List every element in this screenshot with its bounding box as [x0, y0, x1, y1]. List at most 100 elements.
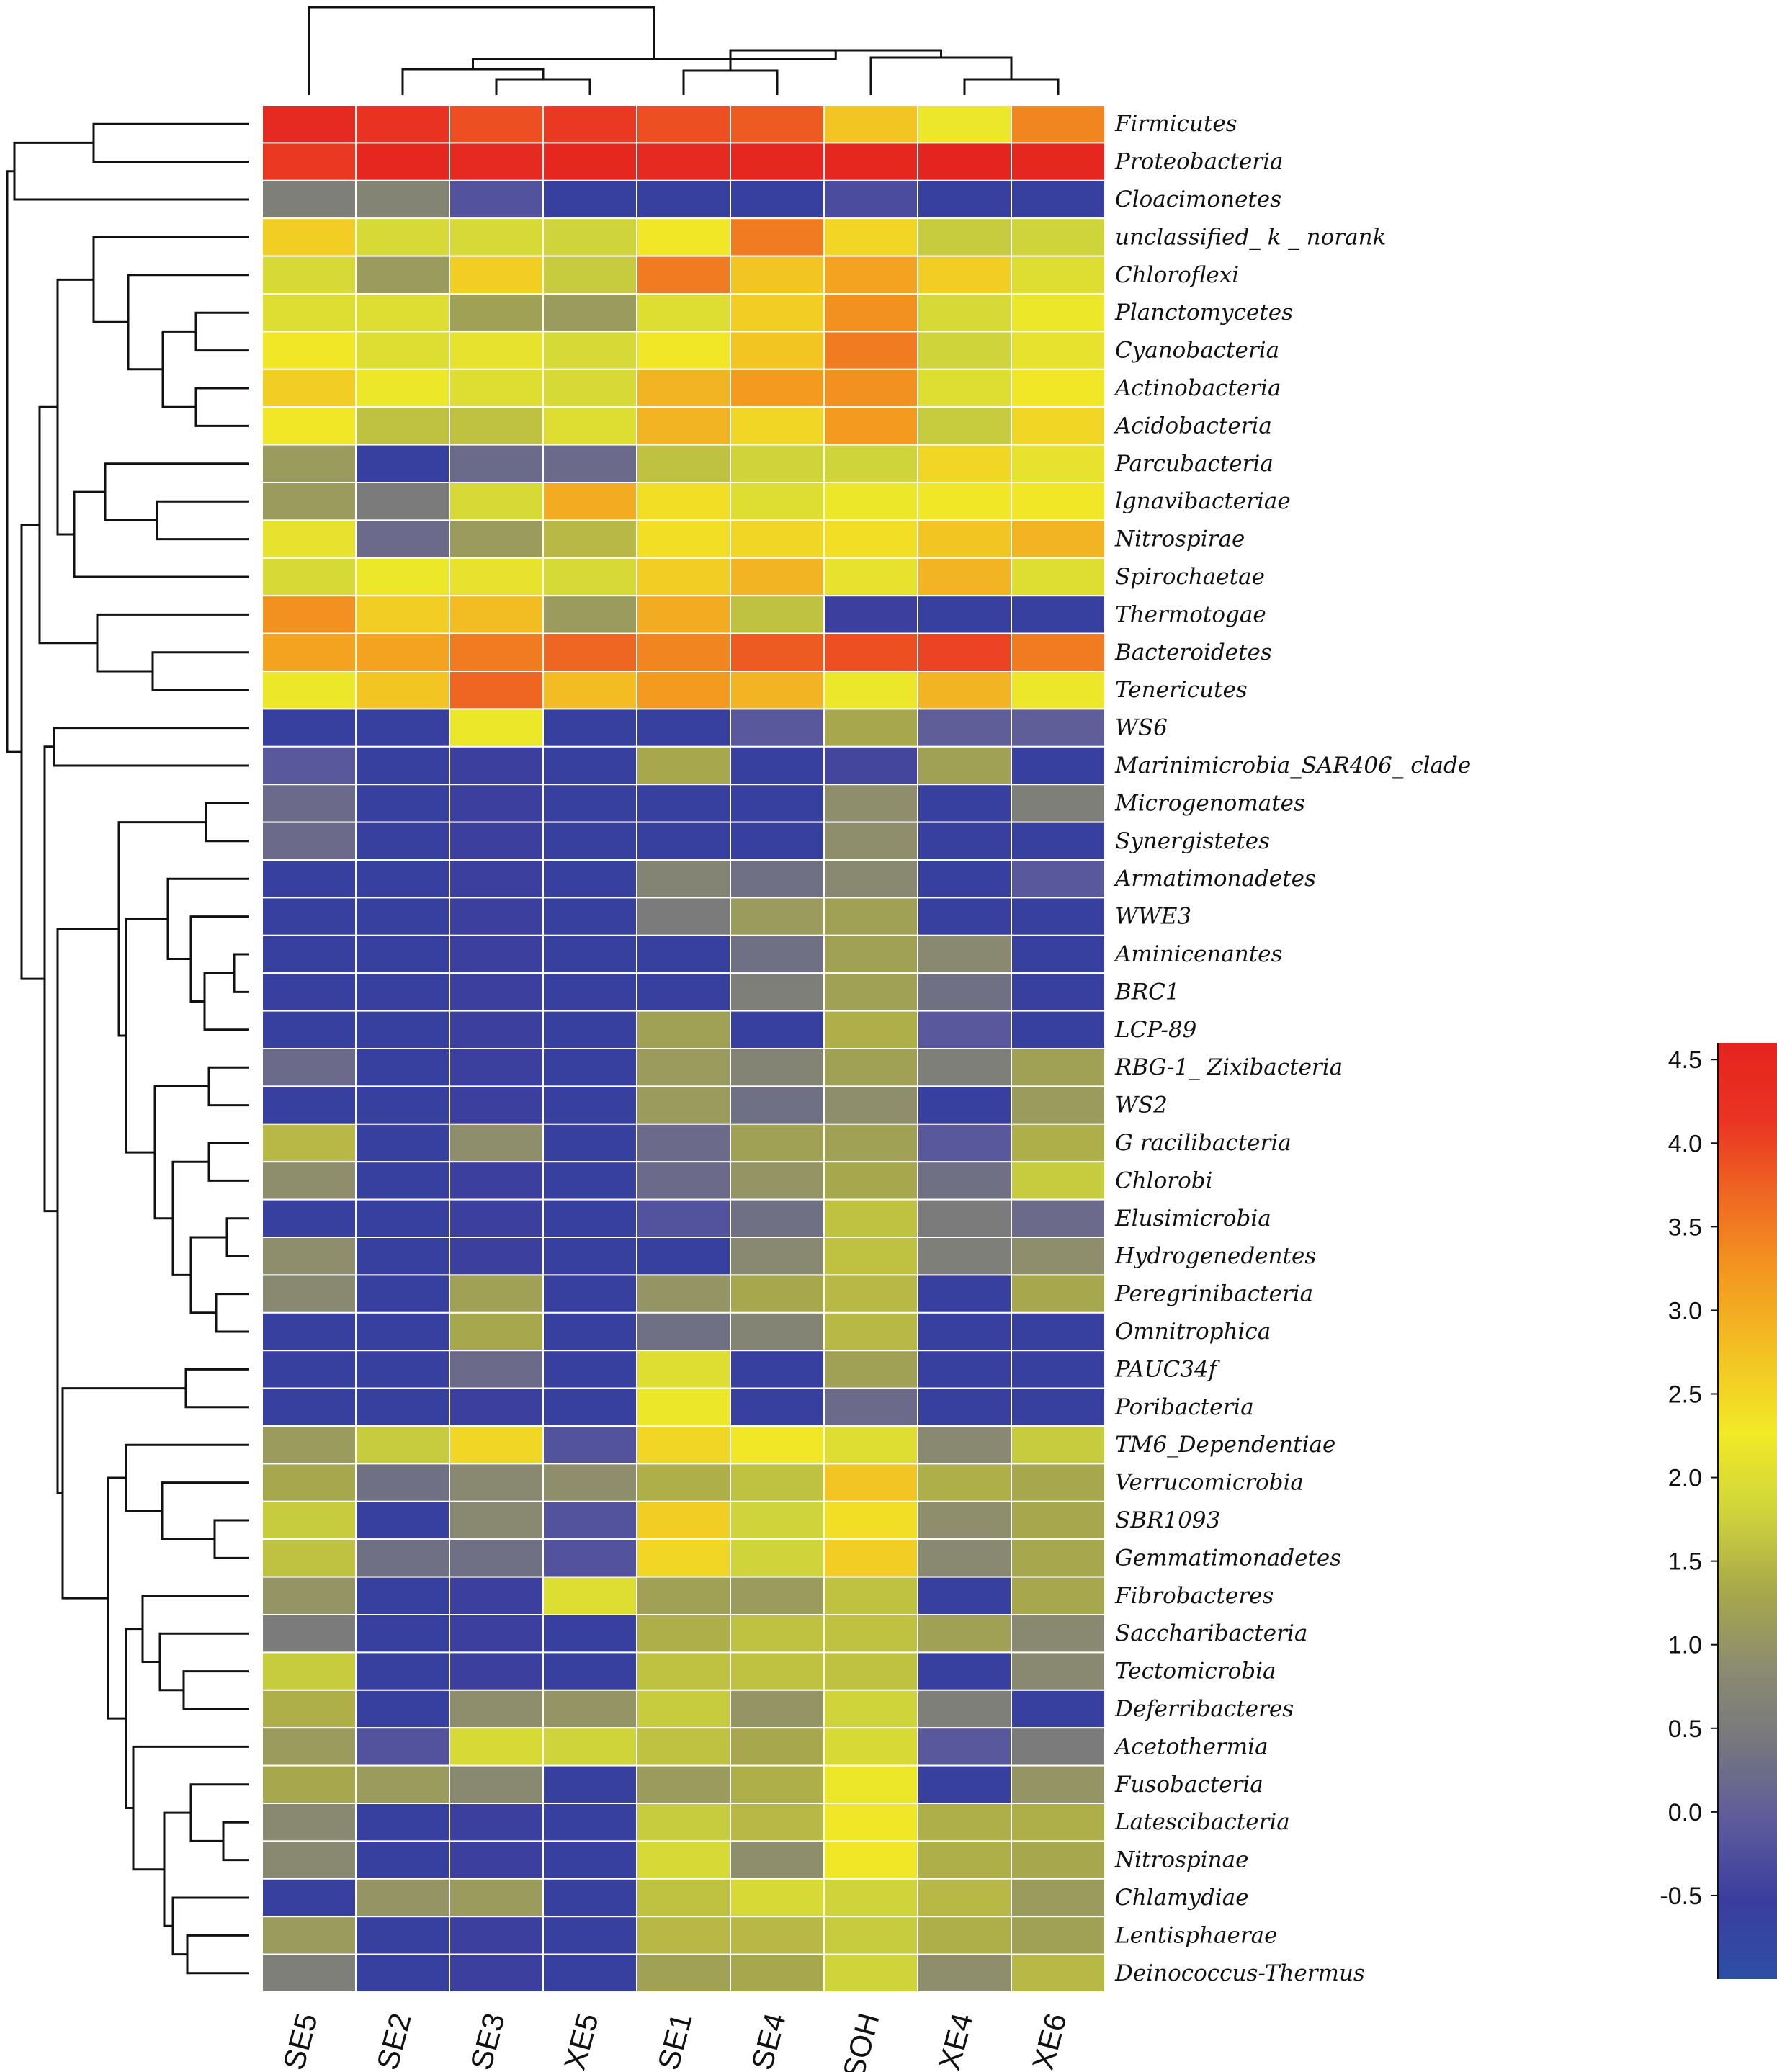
heatmap-cell: [1011, 406, 1106, 446]
row-label: Chlamydiae: [1115, 1885, 1249, 1911]
heatmap-cell: [730, 1463, 825, 1502]
heatmap-cell: [449, 671, 544, 710]
heatmap-cell: [917, 595, 1012, 634]
heatmap-cell: [1011, 1237, 1106, 1276]
colorbar-tick-label: 4.0: [1668, 1130, 1702, 1157]
row-label: Thermotogae: [1115, 601, 1266, 627]
heatmap-cell: [636, 1614, 731, 1654]
heatmap-cell: [355, 897, 450, 936]
dendrogram-branch: [189, 1236, 227, 1314]
heatmap-cell: [355, 1576, 450, 1616]
heatmap-cell: [355, 368, 450, 408]
heatmap-cell: [1011, 557, 1106, 597]
heatmap-cell: [1011, 1274, 1106, 1314]
heatmap-cell: [1011, 671, 1106, 710]
heatmap-cell: [823, 1651, 918, 1691]
heatmap-cell: [449, 331, 544, 370]
row-label: Actinobacteria: [1113, 375, 1281, 401]
dendrogram-branch: [56, 928, 119, 1494]
heatmap-cell: [449, 784, 544, 823]
row-label: Spirochaetae: [1115, 564, 1265, 590]
heatmap-cell: [730, 821, 825, 861]
dendrogram-branch: [222, 1821, 249, 1862]
heatmap-cell: [823, 1161, 918, 1201]
heatmap-cell: [730, 708, 825, 748]
heatmap-cell: [1011, 331, 1106, 370]
heatmap-cell: [823, 482, 918, 521]
heatmap-cell: [261, 632, 357, 672]
heatmap-cell: [449, 595, 544, 634]
heatmap-cell: [261, 1689, 357, 1729]
heatmap-cell: [917, 784, 1012, 823]
dendrogram-branch: [127, 274, 249, 371]
heatmap-cell: [917, 821, 1012, 861]
heatmap-cell: [449, 1651, 544, 1691]
heatmap-cell: [355, 1425, 450, 1465]
heatmap-cell: [542, 406, 637, 446]
heatmap-cell: [542, 745, 637, 786]
heatmap-cell: [636, 406, 731, 446]
row-labels: Firmicutes Proteobacteria Cloacimonetes unc…: [1113, 111, 1471, 1986]
heatmap-cell: [1011, 179, 1106, 220]
heatmap-cell: [823, 217, 918, 257]
heatmap-cell: [261, 293, 357, 333]
heatmap-cell: [449, 1425, 544, 1465]
heatmap-cell: [355, 1123, 450, 1163]
row-label: Verrucomicrobia: [1115, 1470, 1304, 1496]
heatmap-cell: [823, 1198, 918, 1238]
heatmap-cell: [261, 482, 357, 521]
heatmap-cell: [261, 1010, 357, 1049]
row-label: Nitrospinae: [1114, 1847, 1248, 1873]
heatmap-cell: [636, 1651, 731, 1691]
heatmap-cell: [542, 859, 637, 899]
heatmap-cell: [636, 632, 731, 672]
heatmap-cell: [823, 632, 918, 672]
heatmap-cell: [917, 1198, 1012, 1238]
heatmap-cell: [823, 1425, 918, 1465]
dendrogram-branch: [963, 78, 1060, 95]
heatmap-cell: [1011, 1953, 1106, 1993]
heatmap-cell: [636, 217, 731, 257]
heatmap-cell: [1011, 1048, 1106, 1087]
heatmap-cell: [1011, 1161, 1106, 1201]
heatmap-cell: [542, 671, 637, 710]
row-label: Latescibacteria: [1114, 1809, 1290, 1835]
heatmap-cell: [355, 1727, 450, 1767]
heatmap-cell: [636, 1803, 731, 1842]
heatmap-cell: [261, 1048, 357, 1087]
heatmap-cell: [730, 934, 825, 974]
heatmap-cell: [1011, 972, 1106, 1012]
heatmap-cell: [355, 595, 450, 634]
row-label: Fibrobacteres: [1114, 1583, 1274, 1609]
heatmap-cell: [636, 1350, 731, 1389]
heatmap-cell: [636, 1916, 731, 1955]
heatmap-cell: [542, 1237, 637, 1276]
heatmap-cell: [730, 368, 825, 408]
dendrogram-branch: [125, 918, 168, 1154]
heatmap-cell: [449, 1614, 544, 1654]
heatmap-cell: [449, 217, 544, 257]
row-label: Proteobacteria: [1114, 149, 1284, 175]
heatmap-cell: [449, 1048, 544, 1087]
heatmap-cell: [730, 1387, 825, 1427]
heatmap-cell: [823, 972, 918, 1012]
heatmap-cell: [355, 1463, 450, 1502]
dendrogram-branch: [194, 387, 249, 427]
heatmap-cell: [730, 972, 825, 1012]
heatmap-cell: [823, 1803, 918, 1842]
row-label: Nitrospirae: [1114, 526, 1245, 552]
heatmap-cell: [917, 1350, 1012, 1389]
dendrogram-branch: [20, 524, 45, 980]
heatmap-cell: [1011, 1614, 1106, 1654]
dendrogram-branch: [73, 490, 249, 578]
heatmap-cell: [917, 745, 1012, 786]
heatmap-cell: [449, 1274, 544, 1314]
row-label: Poribacteria: [1114, 1394, 1254, 1420]
heatmap-cell: [636, 972, 731, 1012]
heatmap-cell: [355, 1387, 450, 1427]
heatmap-cell: [261, 1085, 357, 1125]
heatmap-cell: [542, 179, 637, 220]
row-label: Bacteroidetes: [1114, 640, 1272, 665]
heatmap-cell: [261, 1576, 357, 1616]
heatmap-cell: [542, 1274, 637, 1314]
